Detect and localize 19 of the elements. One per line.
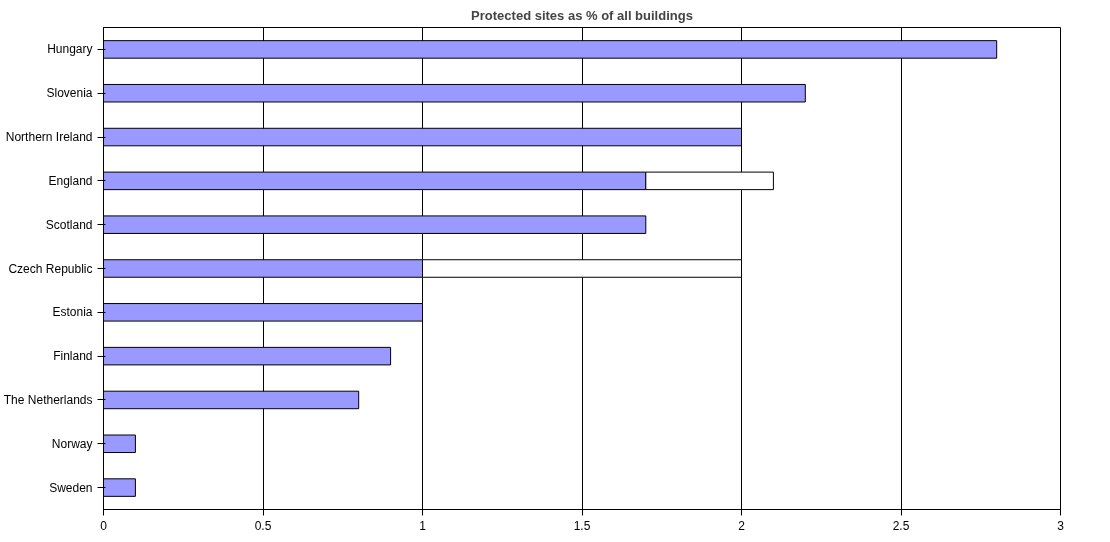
x-tick-label: 0 bbox=[100, 518, 108, 533]
x-tick-label: 1.5 bbox=[573, 518, 591, 533]
chart-title: Protected sites as % of all buildings bbox=[471, 7, 693, 23]
x-tick-label: 1 bbox=[419, 518, 427, 533]
y-tick-label: Northern Ireland bbox=[5, 130, 93, 145]
x-tick-label: 0.5 bbox=[254, 518, 272, 533]
y-tick-label: Slovenia bbox=[46, 86, 93, 101]
y-tick-label: The Netherlands bbox=[3, 392, 93, 407]
y-tick-label: Hungary bbox=[47, 42, 93, 57]
y-tick-label: England bbox=[48, 173, 93, 188]
y-tick-label: Estonia bbox=[52, 305, 93, 320]
y-tick-label: Sweden bbox=[49, 480, 93, 495]
y-tick-label: Finland bbox=[53, 349, 93, 364]
y-tick-label: Scotland bbox=[45, 217, 93, 232]
x-tick-label: 3 bbox=[1057, 518, 1065, 533]
x-tick-label: 2 bbox=[738, 518, 746, 533]
y-tick-label: Norway bbox=[51, 436, 93, 451]
x-tick-label: 2.5 bbox=[892, 518, 910, 533]
y-tick-label: Czech Republic bbox=[8, 261, 93, 276]
